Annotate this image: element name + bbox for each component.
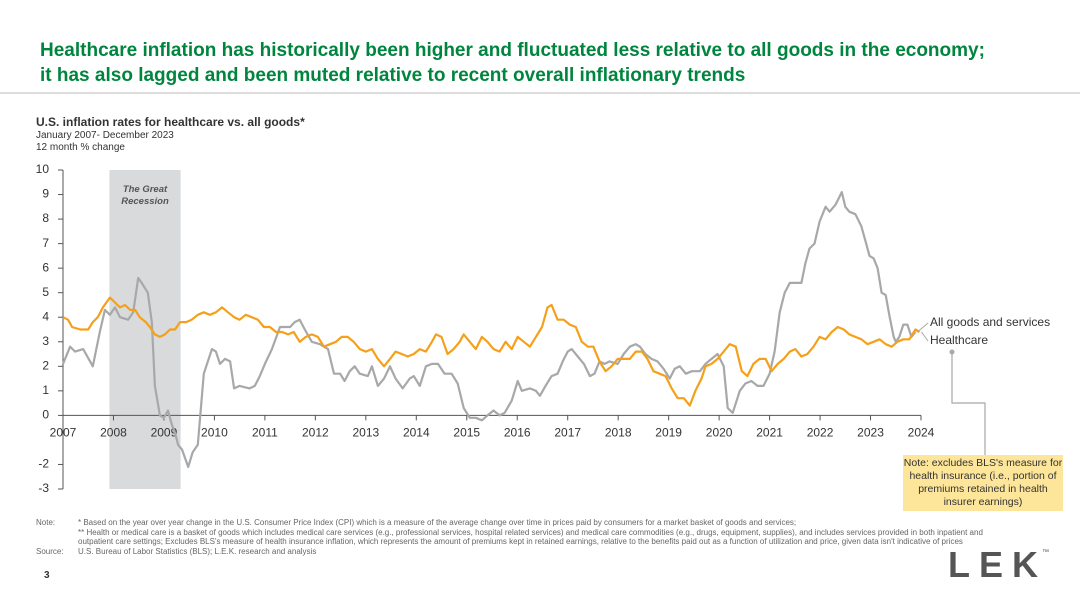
series-line [61, 191, 917, 468]
note-row: ** Health or medical care is a basket of… [36, 528, 986, 547]
x-tick-label: 2021 [756, 426, 783, 440]
legend-label: All goods and services [930, 315, 1050, 329]
source-row: Source: U.S. Bureau of Labor Statistics (… [36, 547, 986, 557]
x-tick-label: 2014 [403, 426, 430, 440]
source-label: Source: [36, 546, 64, 556]
x-tick-label: 2009 [151, 426, 178, 440]
x-tick-label: 2019 [655, 426, 682, 440]
subtitle-line: 12 month % change [36, 142, 125, 153]
x-tick-label: 2010 [201, 426, 228, 440]
logo: LEK [948, 544, 1047, 585]
title-line: it has also lagged and been muted relati… [40, 65, 746, 86]
y-tick-label: 1 [42, 383, 49, 397]
recession-label: The Great Recession [121, 184, 169, 207]
y-tick-label: 9 [42, 187, 49, 201]
y-tick-label: -3 [38, 481, 49, 495]
y-tick-label: 4 [42, 309, 49, 323]
y-tick-label: 0 [42, 408, 49, 422]
note-label: Note: [36, 518, 56, 527]
x-tick-label: 2020 [706, 426, 733, 440]
y-tick-label: 2 [42, 358, 49, 372]
series-line [62, 296, 921, 407]
subtitle-line: January 2007- December 2023 [36, 130, 174, 141]
y-tick-label: 5 [42, 285, 49, 299]
footnotes: Note: * Based on the year over year chang… [36, 518, 986, 556]
note-connector [951, 352, 986, 455]
label-leader [917, 322, 929, 333]
x-tick-label: 2008 [100, 426, 127, 440]
x-tick-label: 2013 [352, 426, 379, 440]
x-tick-label: 2023 [857, 426, 884, 440]
y-tick-label: -2 [38, 457, 49, 471]
x-tick-label: 2016 [504, 426, 531, 440]
x-tick-label: 2018 [605, 426, 632, 440]
page-number: 3 [44, 570, 50, 581]
x-tick-label: 2007 [50, 426, 77, 440]
source-text: U.S. Bureau of Labor Statistics (BLS); L… [78, 546, 317, 556]
x-tick-label: 2011 [252, 426, 278, 440]
chart-title: U.S. inflation rates for healthcare vs. … [36, 115, 305, 129]
x-tick-label: 2012 [302, 426, 329, 440]
note-text: Note: excludes BLS's measure for health … [903, 457, 1063, 508]
y-tick-label: 7 [42, 236, 49, 250]
label-leader [921, 331, 929, 342]
spacer [36, 528, 78, 547]
trademark: ™ [1042, 549, 1049, 556]
x-tick-label: 2015 [453, 426, 480, 440]
x-tick-label: 2017 [554, 426, 581, 440]
note-item: ** Health or medical care is a basket of… [78, 527, 983, 547]
slide-title: Healthcare inflation has historically be… [40, 38, 985, 88]
legend-label: Healthcare [930, 333, 988, 347]
note-row: Note: * Based on the year over year chang… [36, 518, 986, 528]
x-tick-label: 2024 [908, 426, 935, 440]
connector-dot [949, 349, 955, 355]
title-line: Healthcare inflation has historically be… [40, 40, 985, 61]
x-tick-label: 2022 [807, 426, 834, 440]
y-tick-label: 8 [42, 211, 49, 225]
y-tick-label: 3 [42, 334, 49, 348]
note-item: * Based on the year over year change in … [78, 518, 797, 527]
y-tick-label: 6 [42, 260, 49, 274]
y-tick-label: 10 [36, 162, 50, 176]
chart-subtitle: January 2007- December 2023 12 month % c… [36, 130, 174, 154]
note-box: Note: excludes BLS's measure for health … [903, 455, 1063, 511]
